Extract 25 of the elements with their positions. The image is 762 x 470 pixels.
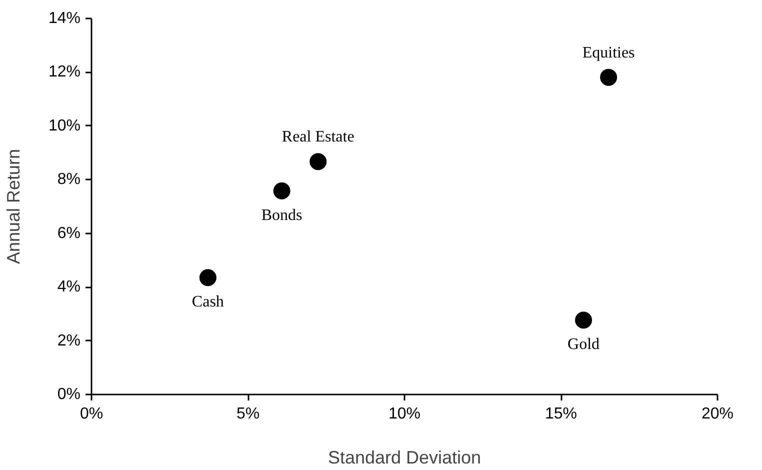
point <box>273 182 290 200</box>
y-tick-label: 10% <box>48 117 81 134</box>
x-axis-title: Standard Deviation <box>328 448 482 468</box>
y-tick-label: 12% <box>48 64 81 81</box>
y-tick-label: 0% <box>57 386 80 403</box>
y-tick-label: 6% <box>57 224 80 242</box>
annotation: Gold <box>568 336 600 354</box>
point <box>310 153 327 170</box>
point <box>199 269 216 286</box>
y-tick-label: 4% <box>57 278 80 296</box>
y-axis-title: Annual Return <box>3 148 24 264</box>
y-tick-label: 8% <box>57 171 80 188</box>
annotation: Equities <box>582 44 635 62</box>
x-tick-label: 15% <box>544 406 578 422</box>
annotation: Bonds <box>261 206 302 224</box>
x-tick-label: 20% <box>701 406 734 422</box>
point <box>575 312 592 329</box>
point <box>600 68 618 86</box>
x-tick-label: 0% <box>80 406 104 422</box>
y-tick-label: 14% <box>48 10 81 27</box>
x-tick-label: 10% <box>388 406 421 422</box>
y-tick-label: 2% <box>57 332 80 350</box>
annotation: Cash <box>192 294 224 311</box>
x-tick-label: 5% <box>236 406 260 422</box>
annotation: Real Estate <box>282 128 354 146</box>
